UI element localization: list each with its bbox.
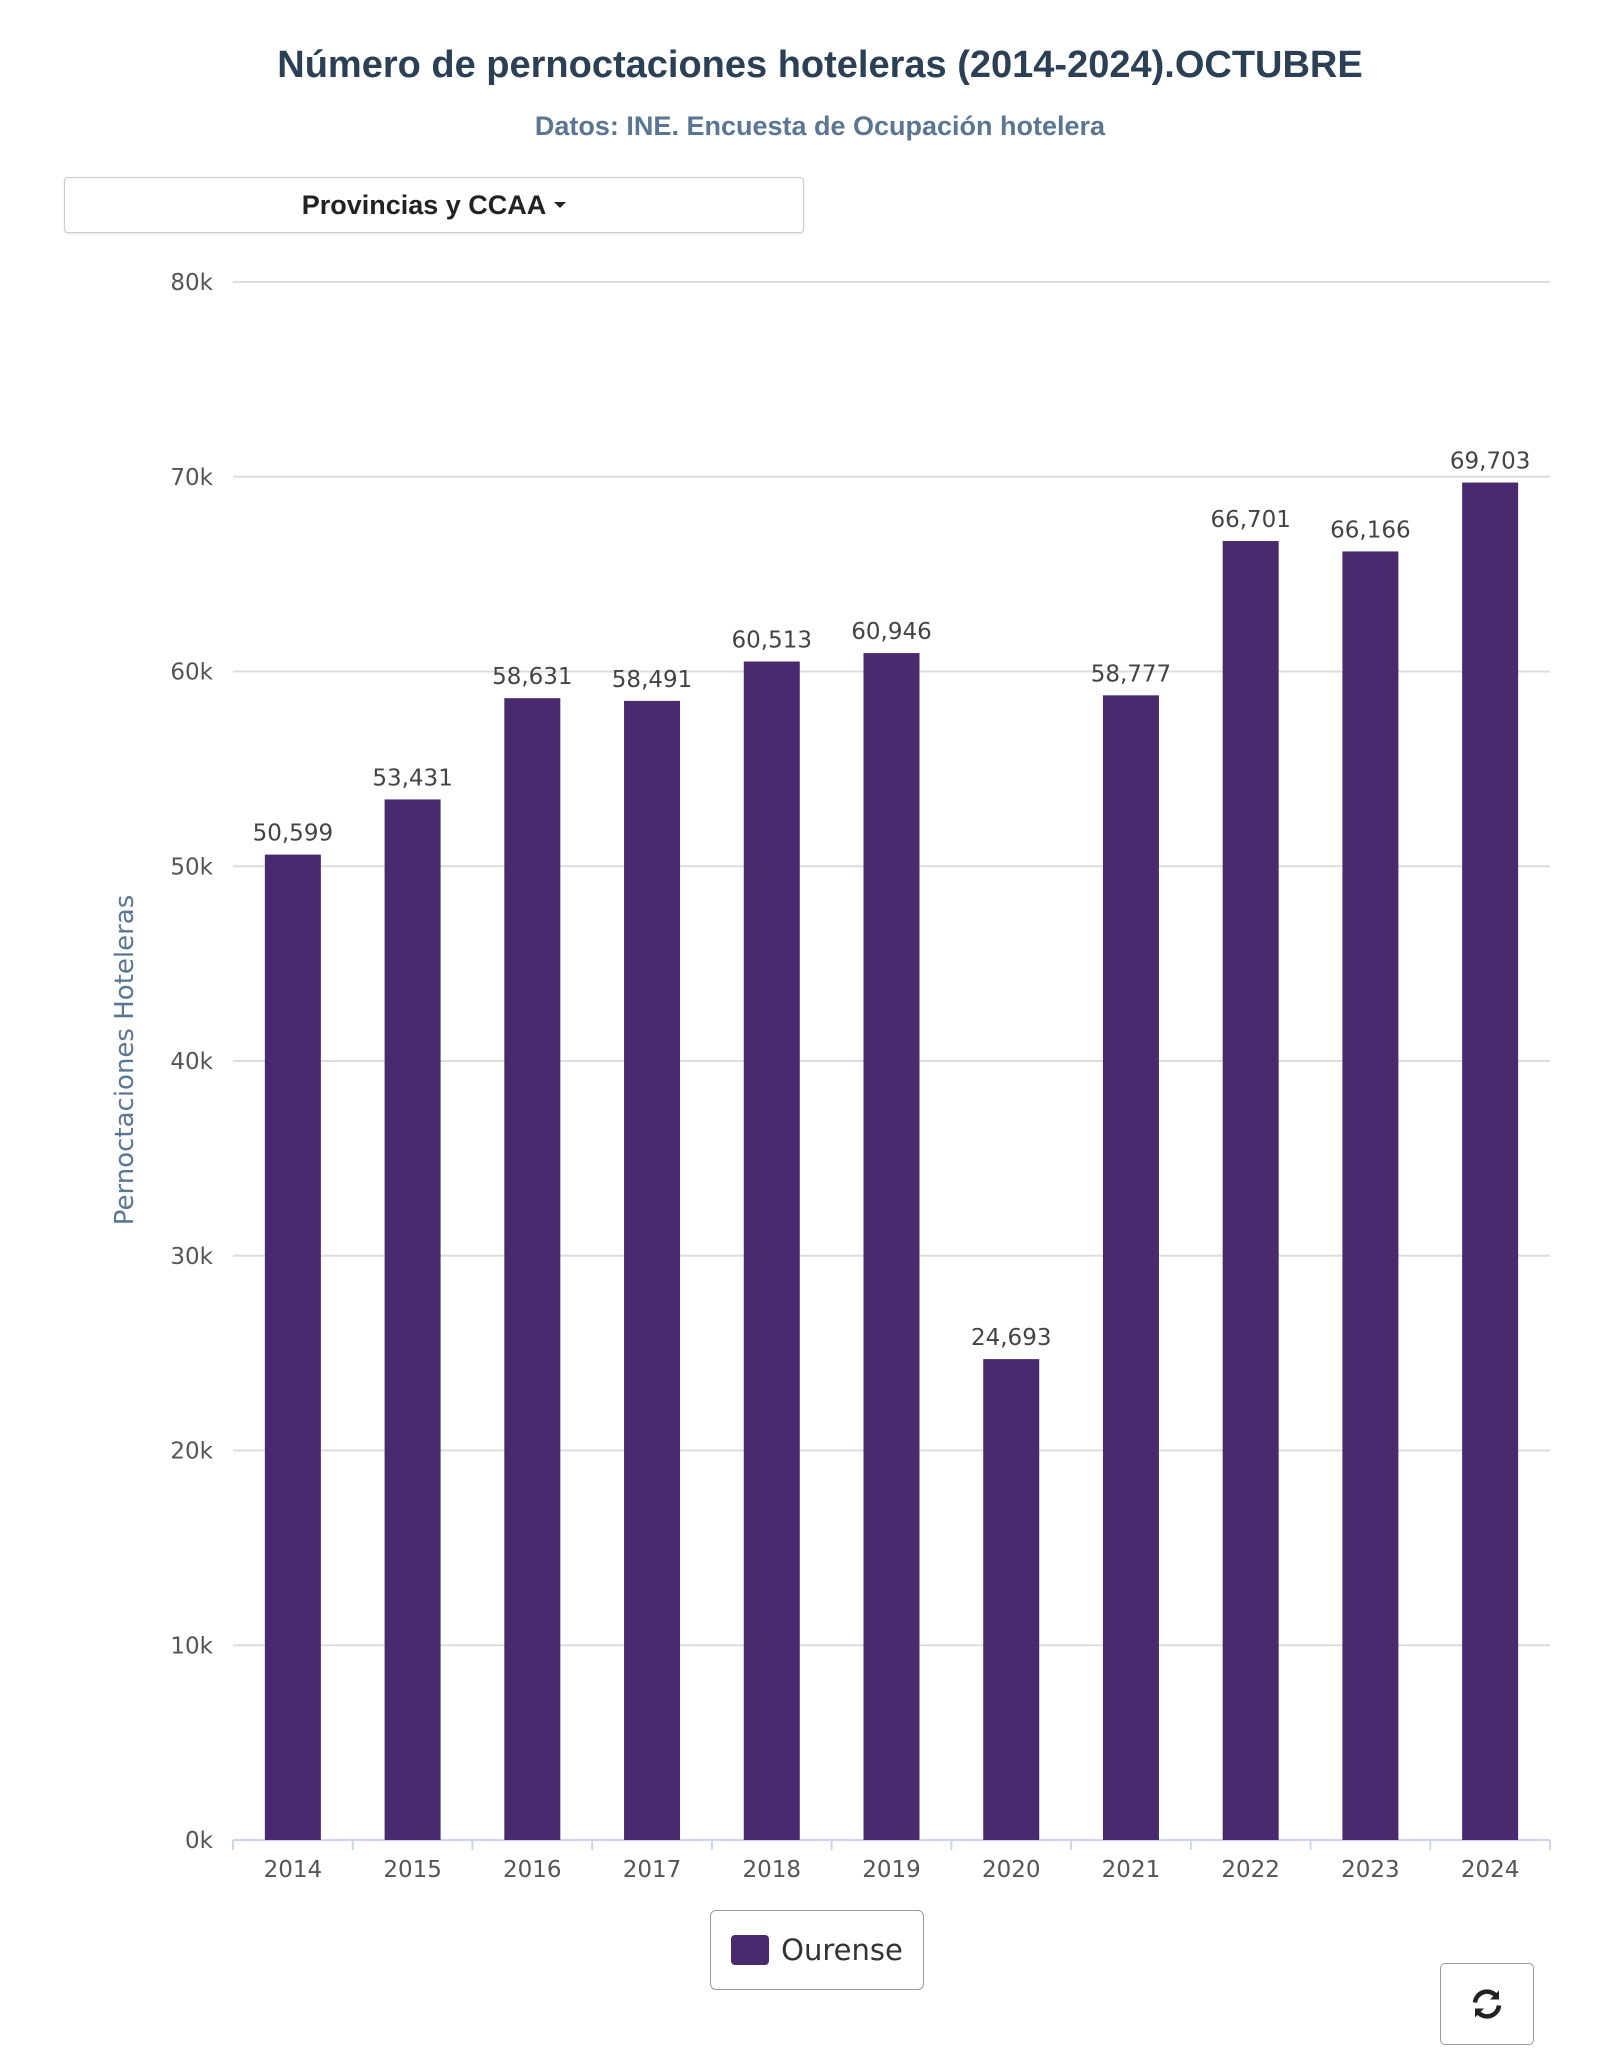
x-tick-label: 2021 [1102,1857,1161,1883]
y-tick-label: 70k [170,465,213,491]
x-tick-label: 2020 [982,1857,1041,1883]
chart-subtitle: Datos: INE. Encuesta de Ocupación hotele… [534,111,1106,141]
x-tick-label: 2023 [1341,1857,1400,1883]
x-tick-label: 2018 [742,1857,801,1883]
data-label: 58,491 [612,667,692,693]
x-tick-label: 2016 [503,1857,562,1883]
region-dropdown[interactable]: Provincias y CCAA [64,177,804,233]
y-axis-title: Pernoctaciones Hoteleras [110,895,140,1226]
bar-2022[interactable] [1222,540,1279,1840]
data-label: 66,166 [1330,517,1410,543]
y-tick-label: 60k [170,660,213,686]
x-tick-label: 2019 [862,1857,921,1883]
legend-swatch [731,1935,770,1965]
y-tick-label: 10k [170,1633,213,1659]
legend-label: Ourense [781,1933,903,1967]
bar-2016[interactable] [504,698,561,1840]
y-tick-label: 30k [170,1244,213,1270]
bar-2019[interactable] [863,653,920,1840]
data-label: 60,513 [732,628,812,654]
data-label: 58,777 [1091,661,1171,687]
bar-2017[interactable] [624,700,681,1841]
data-label: 69,703 [1450,449,1530,475]
data-label: 24,693 [971,1325,1051,1351]
data-label: 58,631 [492,664,572,690]
y-tick-label: 40k [170,1049,213,1075]
bar-2024[interactable] [1462,482,1519,1841]
bar-2015[interactable] [384,799,441,1840]
refresh-icon [1472,1989,1502,2019]
caret-down-icon [554,202,567,208]
y-tick-label: 20k [170,1439,213,1465]
x-tick-label: 2024 [1461,1857,1520,1883]
refresh-button[interactable] [1440,1963,1534,2045]
y-tick-label: 0k [185,1828,214,1854]
x-tick-label: 2015 [383,1857,442,1883]
bar-2020[interactable] [983,1359,1040,1840]
x-tick-label: 2014 [264,1857,323,1883]
data-label: 66,701 [1210,507,1290,533]
data-label: 50,599 [253,821,333,847]
x-tick-label: 2017 [623,1857,682,1883]
chart-title: Número de pernoctaciones hoteleras (2014… [277,44,1363,86]
bar-2021[interactable] [1102,695,1159,1841]
bar-2018[interactable] [743,661,800,1841]
bar-2014[interactable] [264,854,321,1840]
x-tick-label: 2022 [1221,1857,1280,1883]
dropdown-label: Provincias y CCAA [301,189,547,220]
data-label: 60,946 [851,619,931,645]
bar-2023[interactable] [1342,551,1399,1840]
data-label: 53,431 [372,765,452,791]
y-tick-label: 50k [170,854,213,880]
legend-item-ourense[interactable]: Ourense [710,1910,924,1990]
y-tick-label: 80k [170,270,213,296]
